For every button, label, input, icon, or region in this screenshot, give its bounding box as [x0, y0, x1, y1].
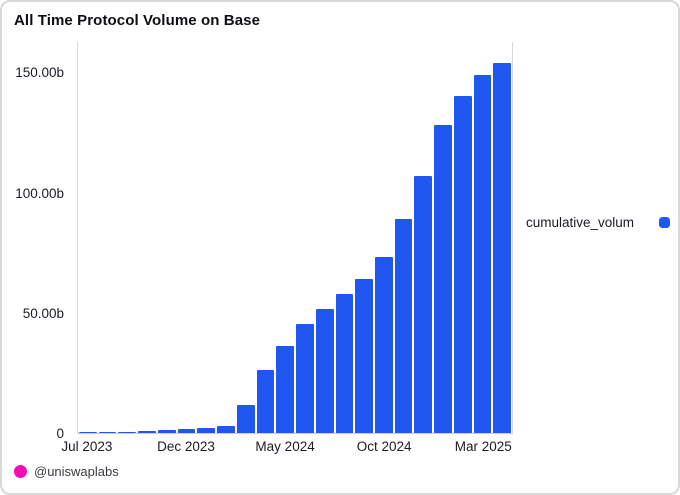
y-axis-label: 0	[56, 426, 64, 441]
bar-dec-2023[interactable]	[177, 429, 196, 433]
bar-jun-2024[interactable]	[296, 323, 314, 433]
bar-nov-2023[interactable]	[157, 430, 176, 433]
x-axis-label: Dec 2023	[157, 439, 215, 454]
legend-swatch-icon	[659, 217, 670, 228]
bar-jan-2024[interactable]	[197, 427, 216, 433]
bars-container	[78, 42, 512, 433]
bar-apr-2025[interactable]	[493, 62, 512, 433]
bar-may-2024[interactable]	[276, 346, 295, 433]
bar-sep-2023[interactable]	[118, 431, 137, 433]
bar-apr-2024[interactable]	[256, 370, 275, 433]
x-axis-label: Jul 2023	[61, 439, 113, 454]
bar-dec-2024[interactable]	[414, 175, 433, 433]
bar-aug-2023[interactable]	[98, 432, 117, 433]
bar-oct-2024[interactable]	[375, 257, 393, 433]
x-axis-label: May 2024	[255, 439, 315, 454]
bar-oct-2023[interactable]	[138, 431, 156, 433]
bar-mar-2025[interactable]	[473, 74, 492, 433]
y-axis-label: 150.00b	[15, 65, 64, 81]
legend[interactable]: cumulative_volum	[526, 215, 670, 230]
y-axis-label: 100.00b	[15, 185, 64, 201]
chart-title: All Time Protocol Volume on Base	[14, 12, 261, 29]
bar-sep-2024[interactable]	[355, 279, 374, 433]
bar-nov-2024[interactable]	[394, 218, 413, 433]
plot-area	[77, 42, 513, 434]
bar-mar-2024[interactable]	[236, 405, 255, 433]
bar-jul-2024[interactable]	[315, 309, 334, 433]
bar-feb-2024[interactable]	[217, 425, 235, 433]
bar-jul-2023[interactable]	[79, 432, 97, 433]
y-axis: 0 50.00b 100.00b 150.00b	[2, 42, 68, 441]
bar-aug-2024[interactable]	[335, 293, 354, 433]
x-axis-label: Oct 2024	[356, 439, 412, 454]
x-axis: Jul 2023 Dec 2023 May 2024 Oct 2024 Mar 2025	[61, 439, 513, 457]
legend-label: cumulative_volum	[526, 215, 635, 230]
y-axis-label: 50.00b	[22, 305, 64, 321]
x-axis-label: Mar 2025	[454, 439, 512, 454]
uniswap-logo-icon	[14, 465, 27, 478]
attribution-handle: @uniswaplabs	[34, 464, 119, 479]
bar-jan-2025[interactable]	[434, 125, 452, 433]
attribution: @uniswaplabs	[14, 464, 119, 479]
bar-feb-2025[interactable]	[453, 96, 472, 433]
